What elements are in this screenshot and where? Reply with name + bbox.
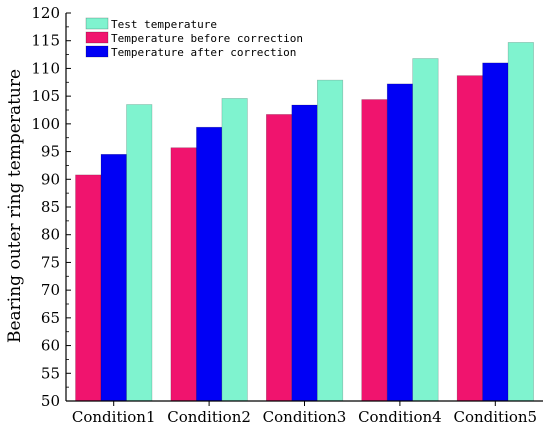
legend-swatch	[85, 17, 109, 30]
bar-series1-condition1	[75, 174, 102, 402]
y-tick-label: 120	[31, 4, 60, 22]
y-tick-label: 65	[41, 309, 60, 327]
bar-series2-condition2	[196, 126, 223, 402]
x-tick-label: Condition4	[358, 408, 442, 426]
bar-series3-condition5	[507, 42, 534, 402]
x-tick-label: Condition2	[167, 408, 251, 426]
y-tick-label: 50	[41, 392, 60, 410]
y-tick-label: 105	[31, 87, 60, 105]
y-tick-label: 75	[41, 253, 60, 271]
bar-series3-condition4	[412, 58, 439, 402]
bar-series3-condition1	[126, 104, 153, 402]
bars-layer	[75, 42, 534, 402]
bar-series2-condition5	[482, 62, 509, 402]
bar-series1-condition4	[361, 99, 388, 402]
bar-series2-condition1	[100, 154, 127, 402]
y-tick-label: 70	[41, 281, 60, 299]
y-tick-label: 90	[41, 170, 60, 188]
bar-series1-condition3	[265, 114, 293, 402]
y-axis-title: Bearing outer ring temperature	[5, 69, 25, 343]
y-tick-label: 85	[41, 198, 60, 216]
y-tick-label: 110	[31, 59, 60, 77]
y-tick-label: 115	[31, 32, 60, 50]
x-tick-label: Condition5	[453, 408, 537, 426]
bar-series3-condition2	[221, 98, 248, 402]
legend-label: Temperature after correction	[111, 46, 296, 59]
y-tick-label: 55	[41, 364, 60, 382]
legend-swatch	[85, 31, 109, 44]
bar-series1-condition5	[456, 75, 483, 402]
bar-series2-condition4	[386, 83, 414, 402]
legend-label: Temperature before correction	[111, 32, 303, 45]
legend-label: Test temperature	[111, 18, 217, 31]
bar-series1-condition2	[170, 147, 197, 402]
y-tick-label: 95	[41, 143, 60, 161]
axes-layer: 50 55 60 65 70 75 80 85 90 95 100 105 110 115 120 Condi…	[31, 4, 543, 426]
legend-swatch	[85, 45, 109, 58]
y-tick-label: 60	[41, 337, 60, 355]
x-tick-label: Condition1	[72, 408, 156, 426]
y-tick-label: 80	[41, 226, 60, 244]
x-tick-label: Condition3	[263, 408, 347, 426]
y-tick-label: 100	[31, 115, 60, 133]
bar-series2-condition3	[291, 104, 318, 402]
bar-series3-condition3	[316, 79, 344, 402]
